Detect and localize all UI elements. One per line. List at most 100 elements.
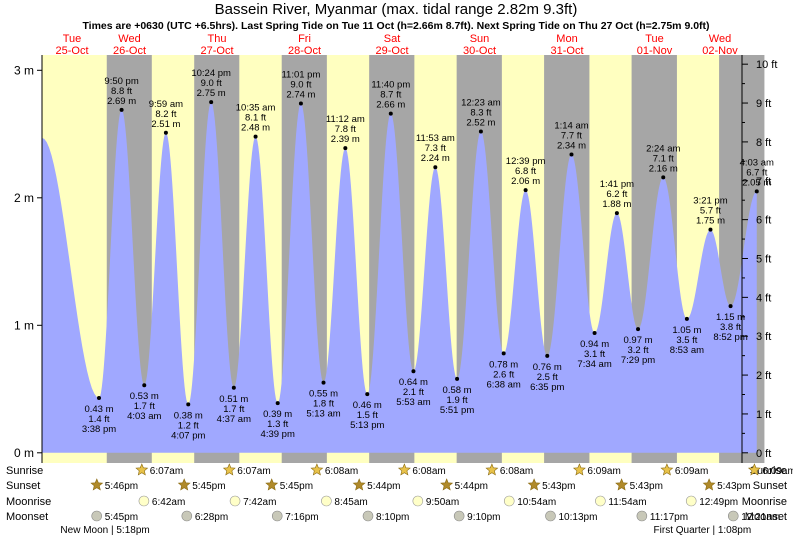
tide-label: 1.15 m xyxy=(716,312,745,323)
sunrise-icon xyxy=(397,463,411,476)
tide-area xyxy=(42,102,757,453)
sunrise-time: 6:09am xyxy=(587,466,620,477)
tide-label: 5:13 pm xyxy=(350,420,384,431)
tide-label: 1.9 ft xyxy=(447,395,468,406)
row-label-left: Sunrise xyxy=(6,465,43,477)
tide-label: 2.52 m xyxy=(466,118,495,129)
tide-label: 7.1 ft xyxy=(653,153,674,164)
tide-label: 1.75 m xyxy=(696,216,725,227)
sunset-time: 5:46pm xyxy=(105,481,138,492)
tide-label: 0.46 m xyxy=(353,400,382,411)
tide-label: 3:21 pm xyxy=(693,196,727,207)
day-name: Tue xyxy=(63,33,82,45)
tide-point xyxy=(321,380,326,385)
tide-label: 8.8 ft xyxy=(111,86,132,97)
sunrise-icon xyxy=(660,463,674,476)
tide-label: 0.78 m xyxy=(489,359,518,370)
right-tick-label: 3 ft xyxy=(756,331,771,343)
tide-point xyxy=(411,369,416,374)
tide-label: 3:38 pm xyxy=(82,424,116,435)
tide-label: 2.06 m xyxy=(511,176,540,187)
left-tick-label: 2 m xyxy=(14,191,34,205)
sunrise-icon xyxy=(135,463,149,476)
moonset-icon xyxy=(453,510,465,522)
day-name: Sun xyxy=(470,33,490,45)
moonset-time: 5:45pm xyxy=(105,512,138,523)
sunrise-time: 6:07am xyxy=(237,466,270,477)
tide-label: 0.64 m xyxy=(399,377,428,388)
tide-point xyxy=(119,107,124,112)
tide-label: 0.39 m xyxy=(263,409,292,420)
tide-label: 9:59 am xyxy=(149,99,183,110)
tide-label: 0.51 m xyxy=(219,394,248,405)
tide-label: 9:50 pm xyxy=(104,76,138,87)
tide-label: 11:01 pm xyxy=(281,69,320,80)
row-label-right: Moonrise xyxy=(742,496,787,508)
sunrise-icon xyxy=(310,463,324,476)
tide-label: 0.38 m xyxy=(174,410,203,421)
tide-point xyxy=(433,165,438,170)
tide-label: 7.7 ft xyxy=(561,130,582,141)
tide-label: 1.4 ft xyxy=(88,414,109,425)
sunrise-time: 6:08am xyxy=(412,466,445,477)
day-date: 31-Oct xyxy=(550,45,583,57)
tide-label: 1.5 ft xyxy=(357,410,378,421)
tide-label: 11:53 am xyxy=(416,133,455,144)
tide-point xyxy=(388,111,393,116)
tide-label: 9.0 ft xyxy=(290,79,311,90)
tide-label: 1.3 ft xyxy=(267,419,288,430)
tide-label: 1.2 ft xyxy=(178,420,199,431)
day-name: Mon xyxy=(556,33,577,45)
chart-title: Bassein River, Myanmar (max. tidal range… xyxy=(215,1,578,18)
tide-point xyxy=(365,392,370,397)
day-date: 27-Oct xyxy=(200,45,233,57)
tide-label: 8.1 ft xyxy=(245,113,266,124)
moonset-time: 9:10pm xyxy=(467,512,500,523)
day-date: 28-Oct xyxy=(288,45,321,57)
moonrise-time: 10:54am xyxy=(517,497,556,508)
moonset-icon xyxy=(727,510,739,522)
right-tick-label: 5 ft xyxy=(756,253,771,265)
sunset-icon xyxy=(265,478,279,491)
tide-labels: 0.43 m1.4 ft3:38 pm 9:50 pm8.8 ft2.69 m 0.… xyxy=(82,68,774,441)
tide-label: 5:51 pm xyxy=(440,405,474,416)
tide-label: 1:41 pm xyxy=(600,179,634,190)
tide-point xyxy=(684,316,689,321)
tide-point xyxy=(209,100,214,105)
tide-label: 2.48 m xyxy=(241,123,270,134)
moonset-icon xyxy=(362,510,374,522)
moonrise-icon xyxy=(503,495,515,507)
moonset-icon xyxy=(545,510,556,522)
sunrise-time: 6:08am xyxy=(500,466,533,477)
day-date: 26-Oct xyxy=(113,45,146,57)
tide-label: 11:40 pm xyxy=(371,80,410,91)
tide-label: 0.43 m xyxy=(84,404,113,415)
tide-point xyxy=(728,304,733,309)
tide-label: 4:07 pm xyxy=(171,430,205,441)
tide-label: 0.55 m xyxy=(309,389,338,400)
day-name: Fri xyxy=(298,33,311,45)
tide-label: 6:38 am xyxy=(487,379,521,390)
tide-point xyxy=(754,189,759,194)
tide-point xyxy=(275,401,280,406)
right-tick-label: 8 ft xyxy=(756,137,771,149)
tide-label: 3.2 ft xyxy=(627,345,648,356)
tide-label: 4:03 am xyxy=(127,411,161,422)
tide-label: 2.39 m xyxy=(331,134,360,145)
sunrise-icon xyxy=(572,463,586,476)
day-date: 29-Oct xyxy=(375,45,408,57)
tide-label: 2.51 m xyxy=(151,119,180,130)
tide-label: 6.7 ft xyxy=(746,167,767,178)
sunrise-time: 6:09am xyxy=(675,466,708,477)
left-tick-label: 0 m xyxy=(14,446,34,460)
tide-label: 1.88 m xyxy=(602,199,631,210)
sunrise-icon xyxy=(747,463,761,476)
tide-label: 2.74 m xyxy=(286,89,315,100)
row-label-right: Moonset xyxy=(745,511,787,523)
moonset-icon xyxy=(636,510,648,522)
tide-label: 6:35 pm xyxy=(530,382,564,393)
right-tick-label: 1 ft xyxy=(756,409,771,421)
moonset-icon xyxy=(91,510,103,522)
tide-point xyxy=(455,376,460,381)
sunset-icon xyxy=(177,478,191,491)
